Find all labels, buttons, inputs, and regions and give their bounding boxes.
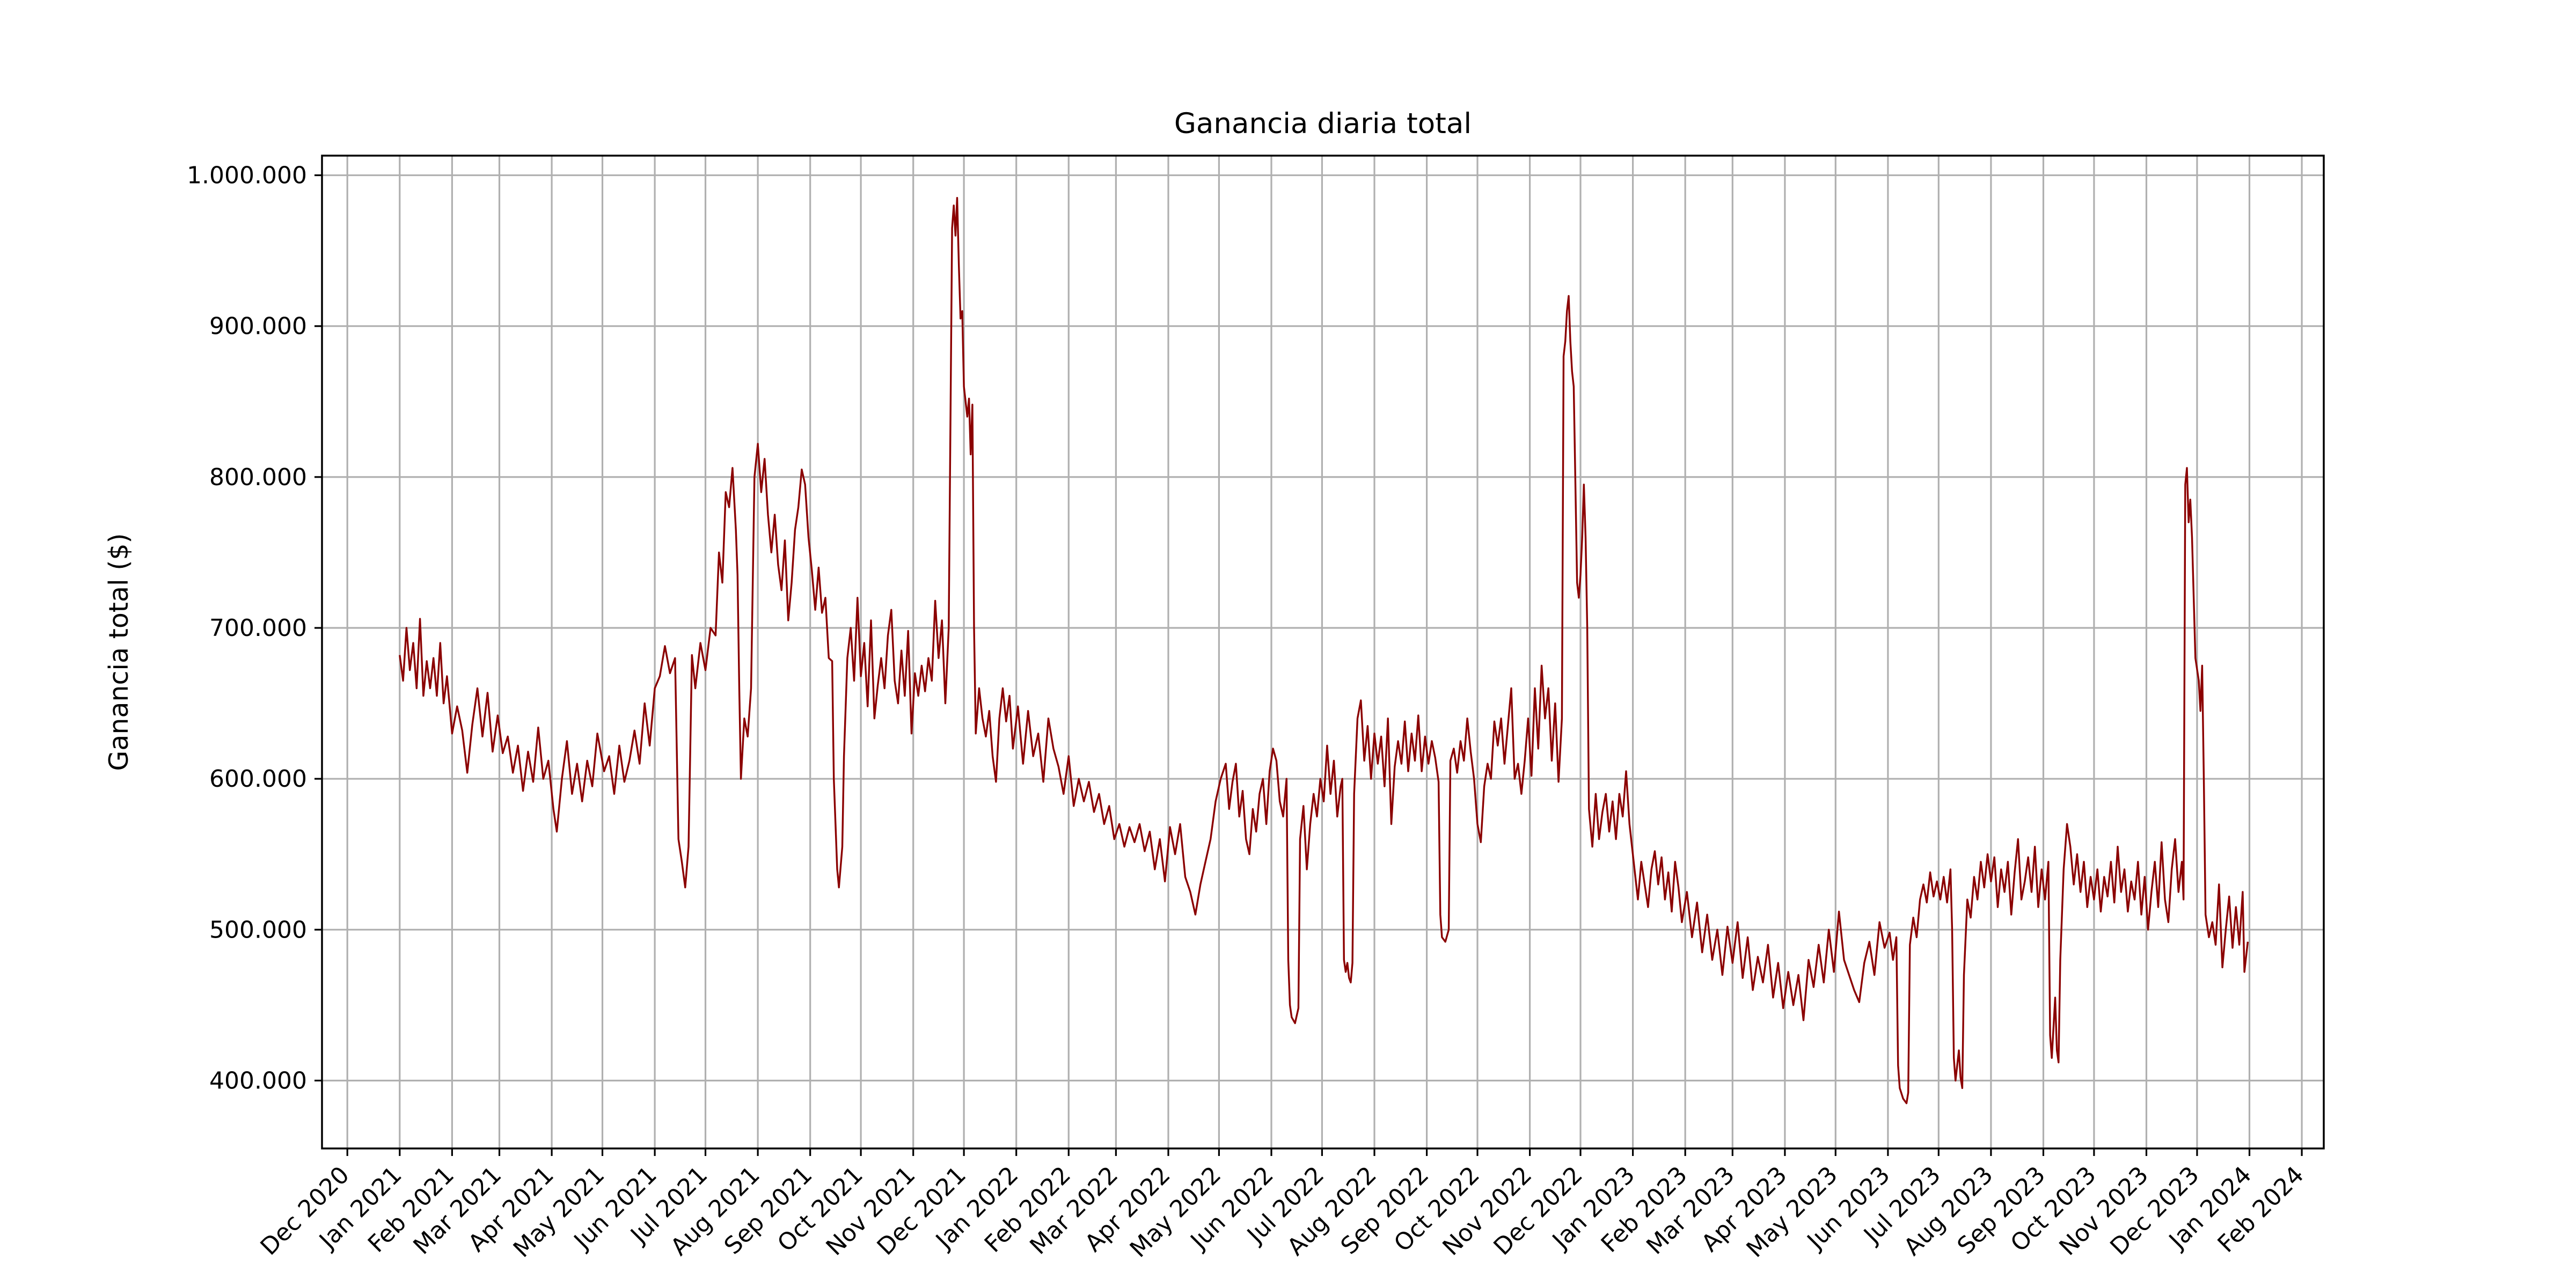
y-axis-label: Ganancia total ($) — [104, 533, 134, 771]
y-tick-label: 500.000 — [209, 916, 307, 943]
y-tick-label: 1.000.000 — [187, 162, 307, 189]
chart-title: Ganancia diaria total — [1174, 107, 1472, 140]
series-layer — [399, 197, 2249, 1104]
y-tick-label: 400.000 — [209, 1067, 307, 1094]
y-tick-label: 800.000 — [209, 464, 307, 491]
series-line — [399, 197, 2249, 1104]
y-tick-label: 900.000 — [209, 313, 307, 340]
grid — [322, 156, 2324, 1148]
y-tick-label: 700.000 — [209, 614, 307, 642]
y-tick-label: 600.000 — [209, 765, 307, 793]
